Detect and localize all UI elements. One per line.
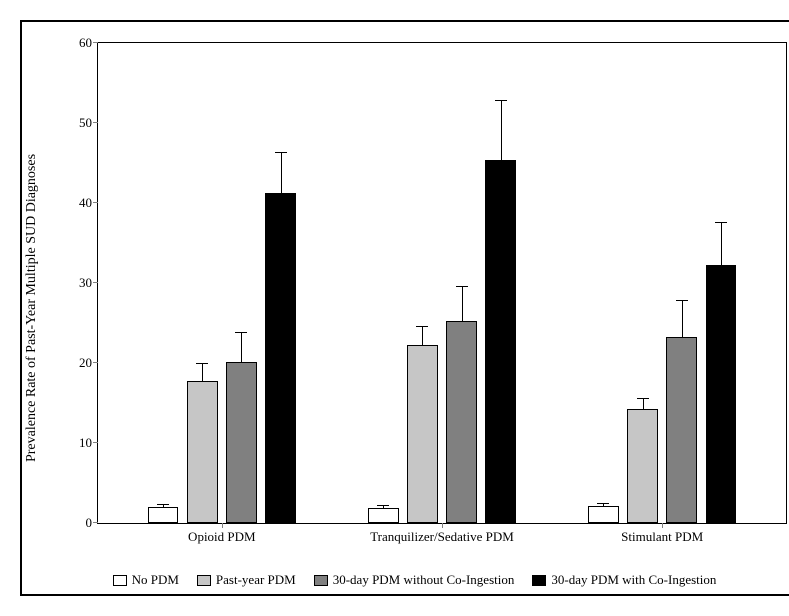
legend-swatch — [532, 575, 546, 586]
y-axis-label: Prevalence Rate of Past-Year Multiple SU… — [24, 154, 40, 462]
legend-item: 30-day PDM without Co-Ingestion — [314, 572, 515, 588]
bar — [666, 337, 697, 523]
error-cap — [715, 222, 727, 223]
y-tick-mark — [93, 282, 98, 283]
y-tick-label: 40 — [79, 195, 92, 211]
y-tick-label: 0 — [86, 515, 93, 531]
error-cap — [637, 398, 649, 399]
y-tick-label: 30 — [79, 275, 92, 291]
legend: No PDM Past-year PDM 30-day PDM without Co… — [22, 572, 789, 588]
error-bar — [501, 101, 502, 160]
bar — [446, 321, 477, 523]
legend-label: No PDM — [132, 572, 179, 588]
y-tick-label: 20 — [79, 355, 92, 371]
bar — [485, 160, 516, 523]
bar — [407, 345, 438, 523]
error-bar — [383, 506, 384, 508]
y-tick-mark — [93, 442, 98, 443]
error-bar — [603, 504, 604, 506]
error-bar — [422, 327, 423, 345]
legend-swatch — [314, 575, 328, 586]
legend-label: 30-day PDM with Co-Ingestion — [551, 572, 716, 588]
legend-label: Past-year PDM — [216, 572, 296, 588]
y-tick-mark — [93, 202, 98, 203]
y-tick-mark — [93, 362, 98, 363]
x-tick-label: Stimulant PDM — [621, 529, 703, 545]
error-bar — [202, 364, 203, 381]
bar — [148, 507, 179, 523]
error-cap — [495, 100, 507, 101]
y-tick-mark — [93, 122, 98, 123]
bar — [187, 381, 218, 523]
legend-label: 30-day PDM without Co-Ingestion — [333, 572, 515, 588]
x-tick-label: Opioid PDM — [188, 529, 256, 545]
error-bar — [281, 153, 282, 193]
bar — [265, 193, 296, 523]
legend-swatch — [113, 575, 127, 586]
error-bar — [462, 287, 463, 321]
error-cap — [597, 503, 609, 504]
bar — [706, 265, 737, 523]
error-cap — [275, 152, 287, 153]
x-tick-label: Tranquilizer/Sedative PDM — [370, 529, 514, 545]
bar — [588, 506, 619, 523]
error-bar — [241, 333, 242, 363]
chart-frame: Prevalence Rate of Past-Year Multiple SU… — [20, 20, 789, 596]
plot-area: 0102030405060Opioid PDMTranquilizer/Seda… — [97, 42, 787, 524]
bar — [226, 362, 257, 523]
legend-swatch — [197, 575, 211, 586]
error-bar — [721, 223, 722, 265]
error-bar — [163, 505, 164, 507]
x-tick-mark — [662, 523, 663, 528]
y-tick-mark — [93, 42, 98, 43]
error-cap — [416, 326, 428, 327]
error-bar — [643, 399, 644, 409]
y-tick-label: 50 — [79, 115, 92, 131]
bar — [368, 508, 399, 523]
legend-item: No PDM — [113, 572, 179, 588]
error-bar — [682, 301, 683, 336]
bar — [627, 409, 658, 523]
legend-item: 30-day PDM with Co-Ingestion — [532, 572, 716, 588]
error-cap — [456, 286, 468, 287]
error-cap — [676, 300, 688, 301]
x-tick-mark — [222, 523, 223, 528]
error-cap — [235, 332, 247, 333]
y-tick-mark — [93, 522, 98, 523]
x-tick-mark — [442, 523, 443, 528]
y-tick-label: 60 — [79, 35, 92, 51]
error-cap — [377, 505, 389, 506]
error-cap — [157, 504, 169, 505]
error-cap — [196, 363, 208, 364]
y-tick-label: 10 — [79, 435, 92, 451]
legend-item: Past-year PDM — [197, 572, 296, 588]
